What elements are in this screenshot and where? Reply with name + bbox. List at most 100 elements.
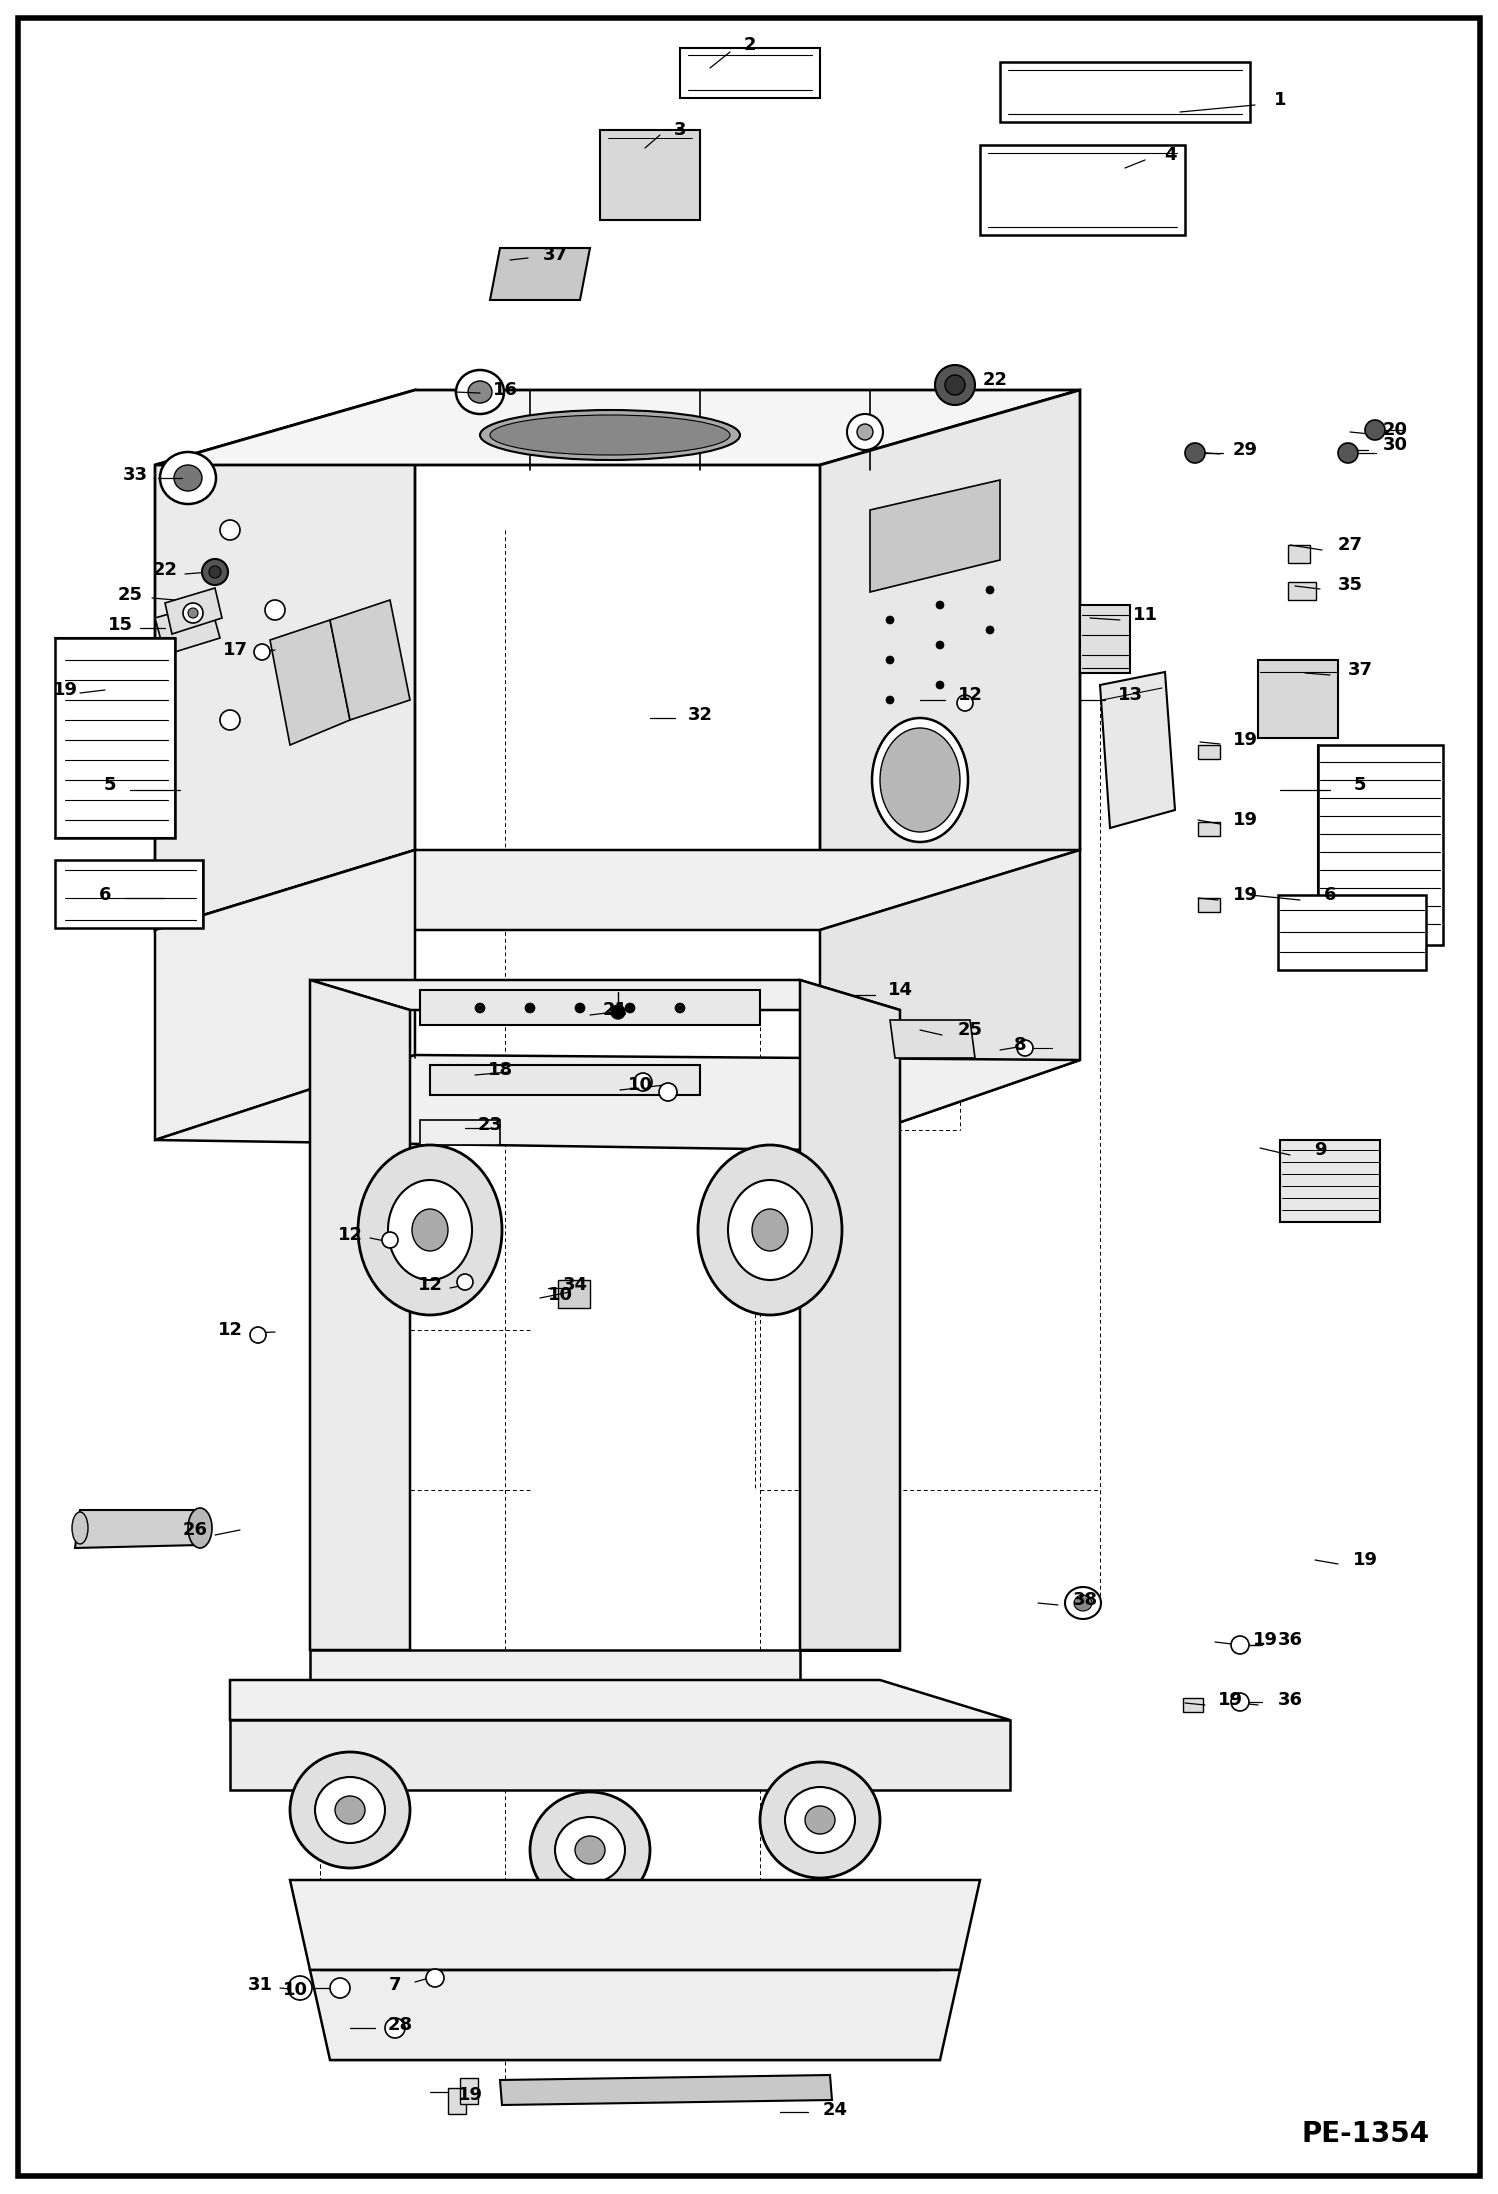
- Circle shape: [1185, 443, 1204, 463]
- Circle shape: [885, 695, 894, 704]
- Text: 21: 21: [602, 1000, 628, 1018]
- Text: 30: 30: [1383, 437, 1408, 454]
- Circle shape: [250, 1327, 267, 1343]
- Circle shape: [676, 1003, 685, 1014]
- Circle shape: [475, 1003, 485, 1014]
- Text: 8: 8: [1014, 1036, 1026, 1053]
- Text: 9: 9: [1314, 1141, 1326, 1158]
- Text: 26: 26: [183, 1520, 208, 1538]
- Circle shape: [659, 1084, 677, 1101]
- Polygon shape: [310, 1650, 900, 1700]
- Polygon shape: [75, 1509, 201, 1549]
- Text: 18: 18: [487, 1062, 512, 1079]
- Ellipse shape: [1074, 1595, 1092, 1610]
- Ellipse shape: [759, 1762, 879, 1878]
- Polygon shape: [680, 48, 819, 99]
- Polygon shape: [800, 981, 900, 1650]
- Polygon shape: [270, 621, 351, 746]
- Polygon shape: [419, 989, 759, 1025]
- Text: 20: 20: [1383, 421, 1408, 439]
- Ellipse shape: [804, 1806, 834, 1834]
- Text: 22: 22: [153, 562, 177, 579]
- Ellipse shape: [412, 1209, 448, 1251]
- Text: 28: 28: [388, 2016, 412, 2034]
- Circle shape: [1231, 1694, 1249, 1711]
- Text: 12: 12: [217, 1321, 243, 1338]
- Polygon shape: [819, 391, 1080, 930]
- Circle shape: [945, 375, 965, 395]
- Circle shape: [885, 656, 894, 665]
- Circle shape: [611, 1005, 625, 1018]
- Text: 5: 5: [1354, 777, 1366, 794]
- Text: 22: 22: [983, 371, 1008, 388]
- Text: 31: 31: [247, 1977, 273, 1994]
- Text: 16: 16: [493, 382, 517, 399]
- Polygon shape: [154, 601, 220, 656]
- Polygon shape: [500, 2076, 831, 2104]
- Ellipse shape: [160, 452, 216, 505]
- Polygon shape: [154, 1055, 1080, 1150]
- Ellipse shape: [388, 1180, 472, 1279]
- Circle shape: [220, 711, 240, 731]
- Circle shape: [189, 608, 198, 619]
- Text: 10: 10: [283, 1981, 307, 1999]
- Polygon shape: [819, 849, 1080, 1150]
- Ellipse shape: [479, 410, 740, 461]
- Text: 37: 37: [1348, 660, 1372, 678]
- Ellipse shape: [336, 1797, 366, 1823]
- Bar: [1279, 1141, 1380, 1222]
- Text: 3: 3: [674, 121, 686, 138]
- Circle shape: [936, 601, 944, 610]
- Polygon shape: [1100, 671, 1174, 827]
- Text: 6: 6: [1324, 886, 1336, 904]
- Text: 19: 19: [1252, 1630, 1278, 1650]
- Bar: [1183, 1698, 1203, 1711]
- Circle shape: [885, 617, 894, 623]
- Text: 38: 38: [1073, 1591, 1098, 1608]
- Text: 36: 36: [1278, 1692, 1302, 1709]
- Text: 33: 33: [123, 465, 147, 485]
- Polygon shape: [154, 849, 415, 1141]
- Circle shape: [1231, 1637, 1249, 1654]
- Circle shape: [330, 1979, 351, 1999]
- Text: 19: 19: [1218, 1692, 1242, 1709]
- Polygon shape: [154, 391, 415, 930]
- Polygon shape: [165, 588, 222, 634]
- Polygon shape: [231, 1720, 1010, 1790]
- Ellipse shape: [1065, 1586, 1101, 1619]
- Ellipse shape: [455, 371, 503, 415]
- Circle shape: [935, 364, 975, 406]
- Polygon shape: [980, 145, 1185, 235]
- Circle shape: [575, 1003, 586, 1014]
- Polygon shape: [890, 1020, 975, 1058]
- Polygon shape: [310, 981, 900, 1009]
- Bar: [1080, 606, 1129, 674]
- Ellipse shape: [189, 1507, 213, 1549]
- Ellipse shape: [315, 1777, 385, 1843]
- Circle shape: [382, 1233, 398, 1248]
- Text: 6: 6: [99, 886, 111, 904]
- Circle shape: [936, 680, 944, 689]
- Bar: [1288, 544, 1309, 564]
- Bar: [67, 685, 85, 717]
- Ellipse shape: [575, 1836, 605, 1865]
- Polygon shape: [601, 129, 700, 219]
- Text: 19: 19: [457, 2086, 482, 2104]
- Text: 15: 15: [108, 617, 132, 634]
- Ellipse shape: [698, 1145, 842, 1314]
- Bar: [55, 860, 204, 928]
- Text: 10: 10: [547, 1286, 572, 1303]
- Polygon shape: [1001, 61, 1249, 123]
- Circle shape: [986, 586, 995, 595]
- Text: 34: 34: [563, 1277, 587, 1294]
- Ellipse shape: [530, 1792, 650, 1909]
- Circle shape: [210, 566, 222, 577]
- Circle shape: [634, 1073, 652, 1090]
- Polygon shape: [870, 480, 1001, 592]
- Bar: [557, 1279, 590, 1308]
- Ellipse shape: [358, 1145, 502, 1314]
- Polygon shape: [310, 1970, 960, 2060]
- Circle shape: [457, 1275, 473, 1290]
- Ellipse shape: [554, 1817, 625, 1882]
- Circle shape: [288, 1977, 312, 2001]
